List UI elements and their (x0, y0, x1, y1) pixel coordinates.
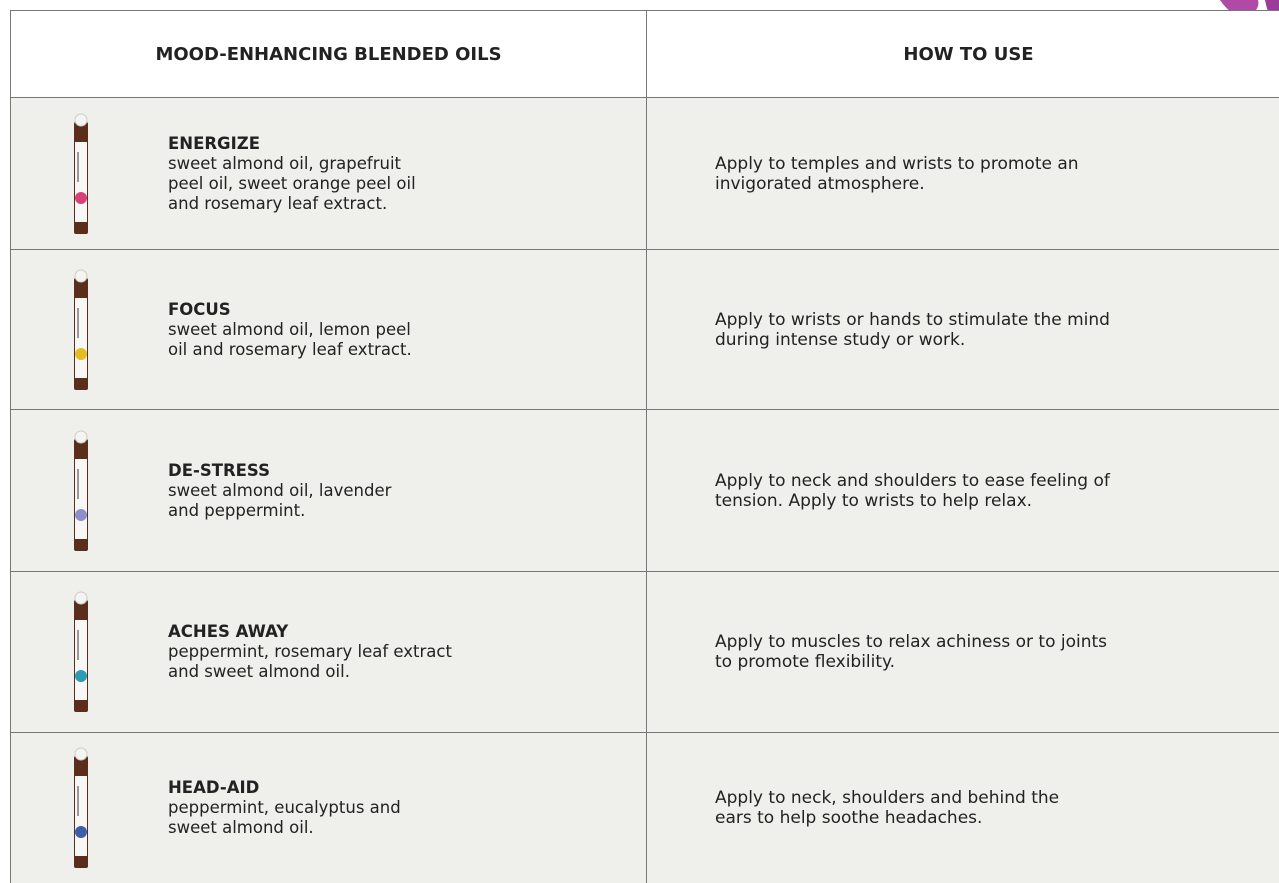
use-line: to promote flexibility. (715, 652, 896, 672)
use-text: Apply to neck, shoulders and behind the e… (715, 788, 1059, 828)
header-cell: HOW TO USE (647, 11, 1279, 97)
use-line: Apply to wrists or hands to stimulate th… (715, 309, 1110, 330)
use-line: tension. Apply to wrists to help relax. (715, 490, 1033, 511)
use-line: invigorated atmosphere. (715, 173, 925, 194)
ingredients-line: peppermint, eucalyptus and (168, 798, 401, 817)
oil-cell: FOCUS sweet almond oil, lemon peel oil and… (10, 250, 647, 409)
use-line: Apply to neck, shoulders and behind the (715, 788, 1060, 808)
header-text: MOOD-ENHANCING BLENDED OILS (155, 43, 502, 65)
header-cell: MOOD-ENHANCING BLENDED OILS (10, 11, 647, 97)
use-line: Apply to neck and shoulders to ease feel… (715, 470, 1110, 491)
ingredients-line: oil and rosemary leaf extract. (168, 339, 412, 359)
bottle-icon (74, 747, 88, 868)
oil-cell: DE-STRESS sweet almond oil, lavender and p… (10, 410, 647, 571)
oil-cell: ACHES AWAY peppermint, rosemary leaf extr… (10, 572, 647, 732)
use-cell: Apply to muscles to relax achiness or to… (647, 572, 1279, 732)
use-text: Apply to muscles to relax achiness or to… (715, 632, 1107, 672)
oil-name: DE-STRESS (168, 460, 270, 480)
use-line: ears to help soothe headaches. (715, 808, 983, 828)
table-row: HEAD-AID peppermint, eucalyptus and sweet … (10, 733, 1279, 883)
use-cell: Apply to wrists or hands to stimulate th… (647, 250, 1279, 409)
table-row: ENERGIZE sweet almond oil, grapefruit peel… (10, 98, 1279, 250)
ingredients-line: sweet almond oil, lavender (168, 480, 392, 500)
oil-cell: HEAD-AID peppermint, eucalyptus and sweet … (10, 733, 647, 883)
use-text: Apply to neck and shoulders to ease feel… (715, 471, 1110, 511)
bottle-icon (74, 269, 88, 390)
use-cell: Apply to neck and shoulders to ease feel… (647, 410, 1279, 571)
ingredients-line: and sweet almond oil. (168, 662, 350, 681)
bottle-icon (74, 591, 88, 712)
table-row: DE-STRESS sweet almond oil, lavender and p… (10, 410, 1279, 572)
oil-text: HEAD-AID peppermint, eucalyptus and sweet … (168, 778, 401, 838)
oil-table: MOOD-ENHANCING BLENDED OILS HOW TO USE E… (10, 10, 1279, 883)
oil-text: ACHES AWAY peppermint, rosemary leaf extr… (168, 622, 452, 682)
oil-name: ACHES AWAY (168, 622, 289, 641)
use-cell: Apply to neck, shoulders and behind the e… (647, 733, 1279, 883)
oil-text: DE-STRESS sweet almond oil, lavender and p… (168, 461, 391, 521)
use-line: during intense study or work. (715, 329, 966, 350)
header-text: HOW TO USE (903, 43, 1034, 65)
oil-name: ENERGIZE (168, 133, 260, 153)
bottle-icon (74, 430, 88, 551)
oil-text: ENERGIZE sweet almond oil, grapefruit peel… (168, 134, 416, 214)
oil-text: FOCUS sweet almond oil, lemon peel oil and… (168, 300, 412, 360)
use-text: Apply to wrists or hands to stimulate th… (715, 310, 1110, 350)
use-line: Apply to muscles to relax achiness or to… (715, 632, 1108, 652)
use-line: Apply to temples and wrists to promote a… (715, 153, 1079, 174)
use-text: Apply to temples and wrists to promote a… (715, 154, 1079, 194)
oil-cell: ENERGIZE sweet almond oil, grapefruit peel… (10, 98, 647, 249)
bottle-icon (74, 113, 88, 234)
table-row: ACHES AWAY peppermint, rosemary leaf extr… (10, 572, 1279, 733)
ingredients-line: sweet almond oil, grapefruit (168, 153, 401, 173)
oil-name: HEAD-AID (168, 778, 260, 797)
ingredients-line: sweet almond oil. (168, 818, 314, 837)
ingredients-line: and peppermint. (168, 500, 306, 520)
table-row: FOCUS sweet almond oil, lemon peel oil and… (10, 250, 1279, 410)
ingredients-line: and rosemary leaf extract. (168, 193, 388, 213)
ingredients-line: sweet almond oil, lemon peel (168, 319, 411, 339)
ingredients-line: peppermint, rosemary leaf extract (168, 642, 452, 661)
oil-name: FOCUS (168, 299, 231, 319)
header-row: MOOD-ENHANCING BLENDED OILS HOW TO USE (10, 10, 1279, 98)
use-cell: Apply to temples and wrists to promote a… (647, 98, 1279, 249)
ingredients-line: peel oil, sweet orange peel oil (168, 173, 416, 193)
